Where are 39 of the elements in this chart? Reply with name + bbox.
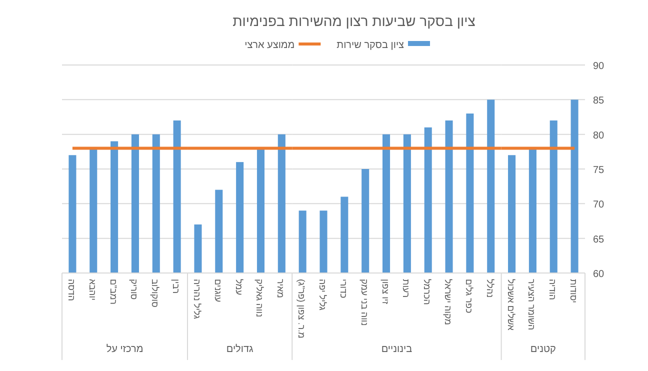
x-tick-label: גליל יפה [318, 279, 328, 311]
x-tick-label: הדסה [66, 279, 76, 301]
legend-label: ממוצע ארצי [244, 40, 295, 51]
x-tick-label: רבין [171, 279, 182, 294]
y-tick-label: 60 [593, 269, 605, 280]
x-tick-label: אשלים אשכול [506, 279, 516, 331]
y-tick-label: 65 [593, 234, 605, 246]
x-tick-label: הכרמל [422, 279, 432, 305]
y-tick-label: 85 [593, 96, 605, 107]
x-tick-label: רעות [401, 279, 412, 298]
x-tick-label: יסודות [568, 279, 579, 303]
x-tick-label: יוהבא [87, 279, 98, 300]
x-tick-label: זיו צפון [380, 279, 390, 304]
x-tick-label: רמב"ם [108, 279, 118, 305]
x-axis-title: קטנים [530, 344, 556, 355]
x-tick-label: מ.ר. צפון (פר"ג) [296, 279, 307, 338]
x-tick-label: עוגנים [212, 279, 223, 302]
x-tick-label: עמל [234, 279, 244, 296]
y-tick-label: 75 [593, 165, 605, 176]
x-tick-label: נהלל [484, 279, 495, 298]
x-tick-label: מאיר [276, 279, 286, 298]
x-tick-label: סוקולוב [150, 279, 160, 308]
y-tick-label: 90 [593, 61, 605, 72]
x-tick-label: גליל נהריה [192, 279, 202, 320]
x-tick-label: הודיה [548, 279, 558, 300]
y-tick-label: 80 [593, 130, 605, 142]
x-tick-label: נווה בני עמק [359, 279, 370, 326]
legend-label: ציון בסקר שירות [336, 40, 405, 51]
y-tick-label: 70 [593, 200, 605, 211]
x-tick-label: סוריק [129, 279, 140, 300]
x-tick-label: השומר הצעיר [526, 279, 537, 330]
x-tick-label: מקוה ישראל [443, 279, 454, 325]
x-axis-title: בינוניים [381, 344, 412, 355]
x-axis-title: מרכזי על [106, 343, 144, 355]
x-tick-label: כפר גלים [464, 279, 474, 314]
x-axis-title: גדולים [226, 343, 254, 355]
chart-title: ציון בסקר שביעות רצון מהשירות בפנימיות [232, 13, 476, 29]
x-tick-label: כדורי [338, 279, 348, 298]
x-tick-label: נווה גאליק [254, 279, 265, 318]
